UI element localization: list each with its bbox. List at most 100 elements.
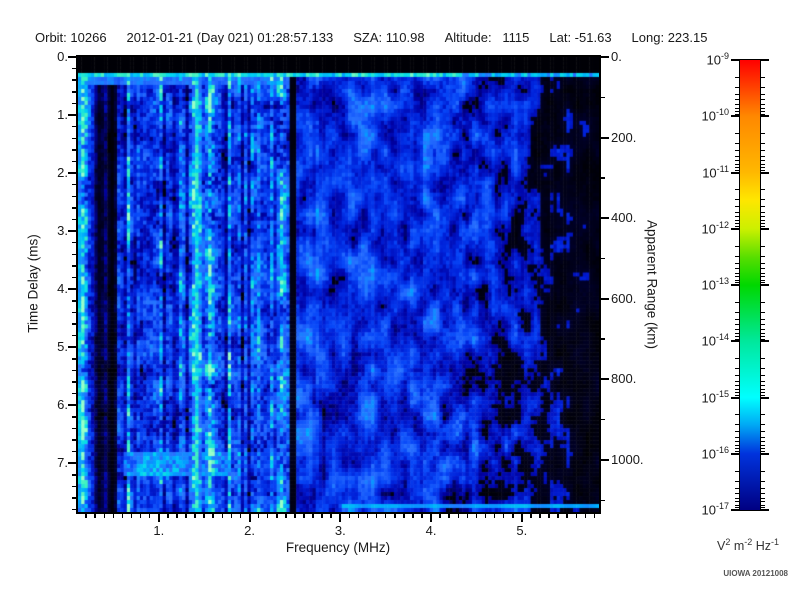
- colorbar-minor-tick: [761, 448, 765, 450]
- colorbar-minor-tick: [735, 424, 739, 426]
- colorbar-minor-tick: [761, 507, 765, 509]
- y-left-minor-tick: [72, 207, 76, 209]
- y-left-major-tick: [68, 404, 76, 407]
- colorbar-major-tick: [761, 396, 769, 399]
- y-left-minor-tick: [72, 369, 76, 372]
- x-minor-tick: [239, 514, 242, 518]
- colorbar-minor-tick: [761, 311, 765, 313]
- y-axis-title-right: Apparent Range (km): [644, 219, 660, 350]
- y-left-major-tick: [68, 462, 76, 465]
- colorbar-minor-tick: [735, 199, 739, 201]
- colorbar-minor-tick: [735, 368, 739, 370]
- colorbar-minor-tick: [761, 487, 765, 489]
- colorbar-minor-tick: [735, 272, 739, 274]
- colorbar-minor-tick: [735, 451, 739, 453]
- colorbar-minor-tick: [761, 332, 765, 334]
- x-minor-tick: [484, 514, 487, 518]
- colorbar-minor-tick: [735, 394, 739, 396]
- x-minor-tick: [502, 514, 505, 518]
- x-minor-tick: [375, 514, 378, 518]
- colorbar-minor-tick: [735, 169, 739, 171]
- y-right-tick-label: 400.: [611, 210, 637, 226]
- colorbar-minor-tick: [735, 99, 739, 101]
- y-right-major-tick: [601, 297, 609, 300]
- y-left-tick-label: 0.: [57, 49, 68, 64]
- colorbar-minor-tick: [735, 338, 739, 340]
- colorbar-minor-tick: [735, 332, 739, 334]
- colorbar-minor-tick: [735, 504, 739, 506]
- y-axis-title-left: Time Delay (ms): [25, 234, 41, 333]
- colorbar-minor-tick: [735, 279, 739, 281]
- y-left-minor-tick: [72, 241, 76, 244]
- colorbar-minor-tick: [761, 497, 765, 499]
- colorbar-major-tick: [731, 59, 739, 61]
- colorbar-minor-tick: [761, 272, 765, 274]
- x-minor-tick: [421, 514, 423, 518]
- spectrogram-canvas: [78, 57, 599, 512]
- colorbar-minor-tick: [761, 279, 765, 281]
- colorbar-minor-tick: [761, 93, 765, 95]
- header-info: Orbit: 10266 2012-01-21 (Day 021) 01:28:5…: [35, 30, 707, 45]
- colorbar-minor-tick: [735, 211, 739, 213]
- colorbar-minor-tick: [761, 385, 765, 387]
- colorbar-minor-tick: [735, 436, 739, 438]
- colorbar-minor-tick: [761, 223, 765, 225]
- colorbar-minor-tick: [735, 155, 739, 157]
- colorbar-minor-tick: [761, 318, 765, 320]
- colorbar-minor-tick: [735, 441, 739, 443]
- y-right-minor-tick: [601, 418, 605, 421]
- y-left-tick-label: 2.: [57, 165, 68, 181]
- y-left-minor-tick: [72, 253, 76, 256]
- y-left-major-tick: [68, 56, 76, 58]
- colorbar-minor-tick: [761, 501, 765, 503]
- x-minor-tick: [194, 514, 196, 518]
- x-minor-tick: [94, 514, 96, 518]
- y-right-tick-label: 0.: [611, 49, 622, 64]
- y-right-tick-label: 1000.: [611, 452, 644, 467]
- y-right-tick-label: 800.: [611, 371, 637, 387]
- x-minor-tick: [548, 514, 550, 518]
- colorbar-minor-tick: [735, 311, 739, 313]
- colorbar-major-tick: [761, 452, 769, 455]
- y-left-tick-label: 6.: [57, 397, 68, 413]
- colorbar-minor-tick: [735, 206, 739, 208]
- colorbar-minor-tick: [735, 189, 739, 191]
- y-left-tick-label: 1.: [57, 107, 68, 123]
- y-left-minor-tick: [72, 91, 76, 93]
- colorbar-minor-tick: [761, 163, 765, 165]
- x-tick-label: 1.: [153, 523, 165, 538]
- colorbar-minor-tick: [735, 167, 739, 169]
- x-minor-tick: [457, 514, 460, 518]
- colorbar-minor-tick: [761, 335, 765, 337]
- colorbar-minor-tick: [735, 223, 739, 225]
- y-left-minor-tick: [72, 79, 76, 81]
- colorbar-minor-tick: [761, 220, 765, 222]
- x-minor-tick: [530, 514, 532, 518]
- y-left-minor-tick: [72, 497, 76, 499]
- y-left-tick-label: 7.: [57, 455, 68, 471]
- y-left-minor-tick: [72, 265, 76, 267]
- x-minor-tick: [330, 514, 332, 518]
- colorbar-major-tick: [731, 284, 739, 286]
- y-left-minor-tick: [72, 439, 76, 441]
- colorbar-minor-tick: [761, 480, 765, 482]
- colorbar-major-tick: [761, 59, 769, 61]
- x-minor-tick: [357, 514, 360, 518]
- y-left-minor-tick: [72, 276, 76, 279]
- colorbar-minor-tick: [761, 328, 765, 330]
- colorbar-minor-tick: [735, 470, 739, 472]
- header-field: Altitude: 1115: [444, 30, 530, 45]
- x-minor-tick: [112, 514, 115, 518]
- y-left-minor-tick: [72, 334, 76, 337]
- x-minor-tick: [121, 514, 124, 518]
- x-minor-tick: [321, 514, 323, 518]
- colorbar-major-tick: [761, 227, 769, 230]
- y-right-major-tick: [601, 459, 609, 461]
- colorbar-minor-tick: [735, 150, 739, 152]
- colorbar-minor-tick: [761, 169, 765, 171]
- colorbar-minor-tick: [735, 324, 739, 326]
- colorbar-minor-tick: [761, 282, 765, 284]
- x-minor-tick: [103, 514, 106, 518]
- colorbar-minor-tick: [735, 501, 739, 503]
